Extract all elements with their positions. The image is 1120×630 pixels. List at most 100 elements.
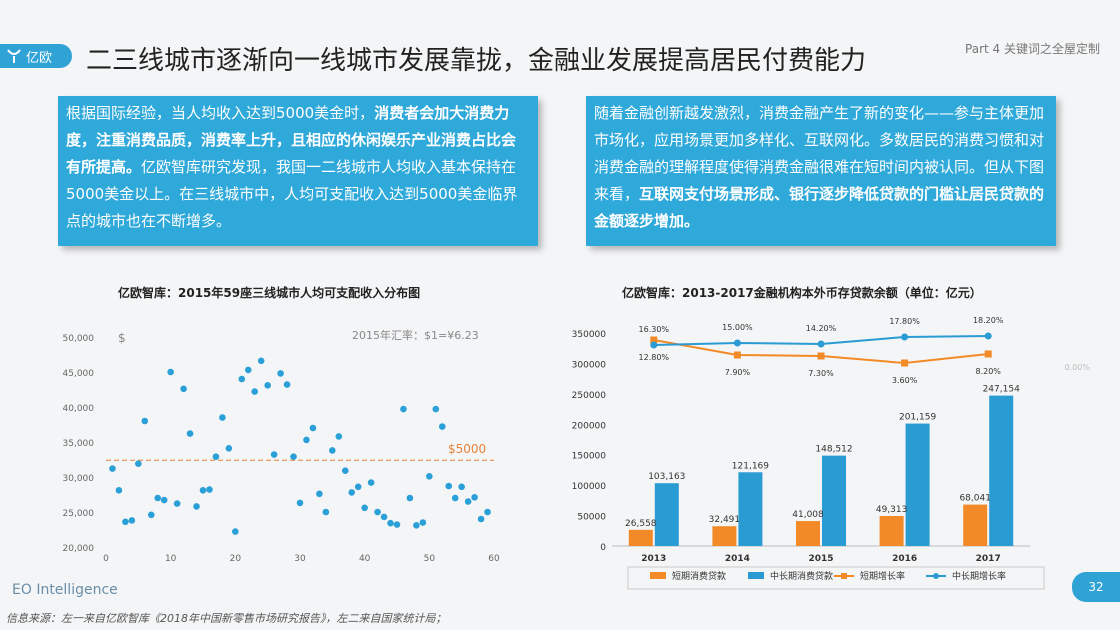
line-data-label: 7.90% xyxy=(725,368,751,377)
y-tick-label: 50000 xyxy=(577,513,606,523)
scatter-point xyxy=(335,433,343,440)
scatter-point xyxy=(219,414,226,421)
scatter-point xyxy=(484,508,491,516)
line-data-label: 12.80% xyxy=(639,353,670,362)
line-data-label: 7.30% xyxy=(808,369,834,378)
scatter-point xyxy=(348,489,356,496)
bar-short-term xyxy=(879,515,904,546)
y-tick-label: 100000 xyxy=(572,482,607,492)
bar-short-term xyxy=(963,504,988,546)
scatter-point xyxy=(387,519,394,527)
scatter-point xyxy=(400,405,407,413)
scatter-point xyxy=(167,368,174,376)
scatter-point xyxy=(419,519,427,526)
y-tick-label: 150000 xyxy=(572,452,607,462)
scatter-point xyxy=(309,424,317,432)
scatter-point xyxy=(290,453,297,460)
bar-data-label: 26,558 xyxy=(625,519,657,529)
x-tick-label: 2016 xyxy=(892,554,917,564)
x-tick-label: 2015 xyxy=(808,554,833,564)
x-tick-label: 10 xyxy=(165,554,177,564)
section-label: Part 4 关键词之全屋定制 xyxy=(965,42,1100,56)
legend-label: 短期消费贷款 xyxy=(672,570,726,582)
exchange-rate-note: 2015年汇率：$1=¥6.23 xyxy=(352,328,479,342)
scatter-point xyxy=(471,494,478,501)
logo-text: 亿欧 xyxy=(26,50,53,66)
y-tick-label: 25,000 xyxy=(63,509,95,519)
scatter-point xyxy=(122,518,129,526)
bar-short-term xyxy=(628,529,653,546)
line-marker xyxy=(901,333,909,341)
bar-chart-title: 亿欧智库：2013-2017金融机构本外币存贷款余额（单位：亿元） xyxy=(622,286,982,300)
scatter-point xyxy=(225,445,233,452)
legend-label: 中长期增长率 xyxy=(952,570,1006,582)
scatter-point xyxy=(232,528,239,535)
threshold-label: $5000 xyxy=(448,442,486,456)
bar-long-term xyxy=(654,483,679,546)
scatter-point xyxy=(264,382,271,389)
logo-icon xyxy=(7,49,21,63)
scatter-point xyxy=(303,436,310,444)
bar-long-term xyxy=(738,472,763,546)
bar-short-term xyxy=(796,521,820,546)
x-tick-label: 2014 xyxy=(725,554,750,564)
scatter-point xyxy=(173,500,181,507)
scatter-chart: 20,000 25,000 30,000 35,000 40,000 45,000 50,0… xyxy=(63,328,500,564)
page-number: 32 xyxy=(1072,572,1120,602)
bar-data-label: 121,169 xyxy=(732,461,769,471)
scatter-point xyxy=(109,465,116,472)
scatter-point xyxy=(244,366,252,374)
scatter-point xyxy=(451,494,459,502)
scatter-point xyxy=(212,453,220,460)
scatter-point xyxy=(329,447,336,454)
bar-long-term xyxy=(905,423,930,546)
y-tick-label: 40,000 xyxy=(63,404,95,414)
y-tick-label: 30,000 xyxy=(63,474,95,484)
scatter-point xyxy=(361,504,368,512)
scatter-point xyxy=(341,467,349,474)
scatter-point xyxy=(367,479,375,486)
scatter-point xyxy=(354,483,362,491)
logo-badge: 亿欧 xyxy=(0,44,72,68)
source-note: 信息来源：左一来自亿欧智库《2018年中国新零售市场研究报告》，左二来自国家统计… xyxy=(6,612,447,625)
y-tick-label: 250000 xyxy=(572,391,607,401)
scatter-point xyxy=(238,375,246,383)
line-data-label: 16.30% xyxy=(639,325,670,334)
legend-swatch xyxy=(748,572,764,579)
line-marker xyxy=(817,340,825,348)
scatter-point xyxy=(277,370,284,377)
bar-data-label: 41,008 xyxy=(792,510,824,520)
scatter-point xyxy=(413,522,420,529)
left-text-normal-1: 根据国际经验，当人均收入达到5000美金时， xyxy=(66,104,375,122)
y-tick-label: 0 xyxy=(600,543,606,553)
line-data-label: 18.20% xyxy=(973,316,1004,325)
scatter-point xyxy=(432,405,440,413)
bar-combo-chart: 0 50000 100000 150000 200000 250000 300000 3500… xyxy=(572,316,1091,590)
bar-data-label: 148,512 xyxy=(815,445,852,455)
bar-data-label: 49,313 xyxy=(876,505,908,515)
line-data-label: 14.20% xyxy=(806,324,837,333)
x-tick-label: 30 xyxy=(294,554,306,564)
scatter-point xyxy=(458,483,465,491)
line-data-label: 3.60% xyxy=(892,376,918,385)
scatter-point xyxy=(135,460,142,467)
scatter-point xyxy=(128,517,136,524)
y-tick-label: 35,000 xyxy=(63,439,95,449)
left-text-bold: 消费者会加大消费力度，注重消费品质，消费率上升，且相应的休闲娱乐产业消费占比会有… xyxy=(66,104,517,176)
scatter-point xyxy=(438,423,446,430)
y-tick-label: 45,000 xyxy=(63,369,95,379)
y2-tick-label: 0.00% xyxy=(1065,363,1091,372)
scatter-point xyxy=(180,385,187,393)
scatter-point xyxy=(147,511,155,519)
scatter-point xyxy=(186,430,194,437)
bar-short-term xyxy=(712,526,737,546)
scatter-point xyxy=(206,486,213,493)
right-text-bold: 互联网支付场景形成、银行逐步降低贷款的门槛让居民贷款的金额逐步增加。 xyxy=(594,185,1045,230)
legend-marker xyxy=(841,573,847,579)
scatter-point xyxy=(477,515,485,523)
page-title: 二三线城市逐渐向一线城市发展靠拢，金融业发展提高居民付费能力 xyxy=(86,46,867,76)
line-marker xyxy=(650,341,658,349)
line-data-label: 8.20% xyxy=(975,367,1001,376)
scatter-point xyxy=(193,503,200,510)
scatter-point xyxy=(393,521,401,528)
